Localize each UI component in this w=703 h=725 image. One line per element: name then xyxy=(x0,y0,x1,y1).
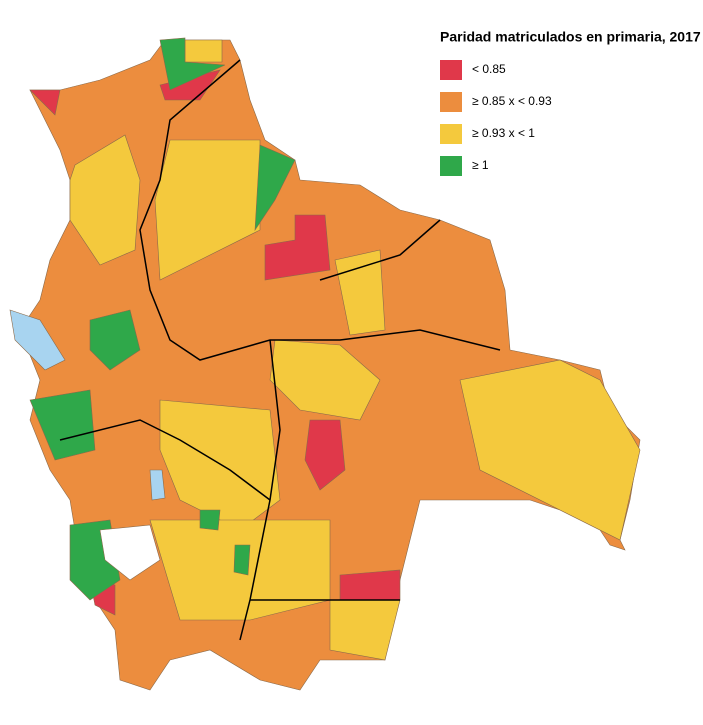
region-red xyxy=(264,214,331,281)
region-green xyxy=(89,309,141,371)
legend-label: < 0.85 xyxy=(472,62,506,76)
region-yellow xyxy=(269,339,381,421)
department-border xyxy=(59,419,271,501)
region-red xyxy=(304,419,346,491)
legend-label: ≥ 0.85 x < 0.93 xyxy=(472,94,552,108)
legend-swatch xyxy=(440,156,462,176)
legend-label: ≥ 0.93 x < 1 xyxy=(472,126,535,140)
department-border xyxy=(139,59,501,361)
region-yellow xyxy=(154,139,261,281)
region-red xyxy=(339,569,401,601)
legend: Paridad matriculados en primaria, 2017 <… xyxy=(440,29,701,176)
legend-items: < 0.85 ≥ 0.85 x < 0.93 ≥ 0.93 x < 1 ≥ 1 xyxy=(440,60,552,176)
department-border xyxy=(319,219,441,281)
lake xyxy=(149,469,166,501)
region-green xyxy=(199,509,221,531)
region-yellow xyxy=(69,134,141,266)
legend-title: Paridad matriculados en primaria, 2017 xyxy=(440,29,701,45)
region-red xyxy=(29,89,61,116)
legend-swatch xyxy=(440,92,462,112)
region-yellow xyxy=(459,359,641,541)
legend-swatch xyxy=(440,124,462,144)
lake xyxy=(9,309,66,371)
region-yellow xyxy=(329,599,401,661)
legend-swatch xyxy=(440,60,462,80)
salt-flat xyxy=(99,524,161,581)
region-green xyxy=(159,37,226,91)
region-green xyxy=(29,389,96,461)
region-yellow xyxy=(184,39,223,63)
map xyxy=(9,37,641,691)
region-green xyxy=(233,544,251,576)
region-green xyxy=(254,144,296,232)
legend-label: ≥ 1 xyxy=(472,158,489,172)
